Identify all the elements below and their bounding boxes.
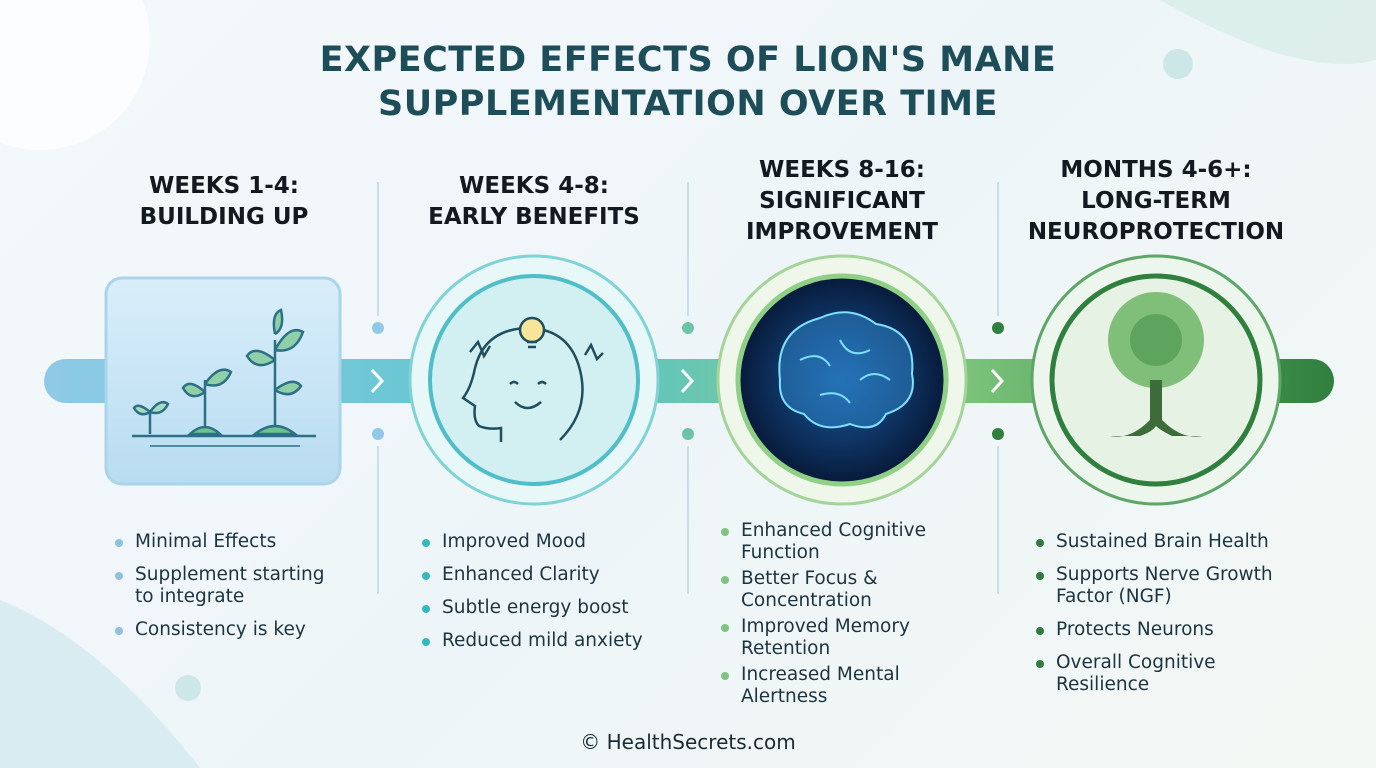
heading-line: MONTHS 4-6+: <box>1060 157 1252 183</box>
bullet: Increased Mental Alertness <box>721 664 946 708</box>
timeline-bar <box>44 359 1334 403</box>
decor <box>1163 49 1193 79</box>
tree-icon <box>1108 292 1204 437</box>
bullet: Reduced mild anxiety <box>422 630 672 652</box>
heading-line: IMPROVEMENT <box>746 219 938 245</box>
stage-heading: WEEKS 4-8: EARLY BENEFITS <box>384 171 684 233</box>
bullet: Overall Cognitive Resilience <box>1036 652 1296 696</box>
stage-heading: WEEKS 1-4: BUILDING UP <box>74 171 374 233</box>
decor <box>0 600 200 768</box>
bullet-list: Improved Mood Enhanced Clarity Subtle en… <box>422 531 672 663</box>
bullet-list: Sustained Brain Health Supports Nerve Gr… <box>1036 531 1296 707</box>
bullet-list: Enhanced Cognitive Function Better Focus… <box>721 520 946 712</box>
bullet: Enhanced Clarity <box>422 564 672 586</box>
decor <box>0 0 150 150</box>
bullet: Supports Nerve Growth Factor (NGF) <box>1036 564 1296 608</box>
bullet: Consistency is key <box>115 619 345 641</box>
bullet: Improved Mood <box>422 531 672 553</box>
chevrons <box>370 368 1005 394</box>
decor <box>1160 0 1376 64</box>
separators <box>377 182 999 594</box>
heading-line: WEEKS 8-16: <box>759 157 925 183</box>
heading-line: EARLY BENEFITS <box>428 204 640 230</box>
bullet: Protects Neurons <box>1036 619 1296 641</box>
title-line: EXPECTED EFFECTS OF LION'S MANE <box>319 40 1057 80</box>
bullet-list: Minimal Effects Supplement starting to i… <box>115 531 345 652</box>
decor <box>175 675 201 701</box>
separator-dots <box>372 322 1004 440</box>
heading-line: WEEKS 1-4: <box>149 173 299 199</box>
heading-line: BUILDING UP <box>139 204 309 230</box>
bullet: Supplement starting to integrate <box>115 564 345 608</box>
title: EXPECTED EFFECTS OF LION'S MANE SUPPLEME… <box>0 38 1376 126</box>
bullet: Sustained Brain Health <box>1036 531 1296 553</box>
brain-icon <box>778 311 914 429</box>
stage-heading: MONTHS 4-6+: LONG-TERM NEUROPROTECTION <box>1006 155 1306 248</box>
stage-icon-circle <box>428 274 640 486</box>
bullet: Subtle energy boost <box>422 597 672 619</box>
heading-line: SIGNIFICANT <box>759 188 925 214</box>
bullet: Better Focus & Concentration <box>721 568 946 612</box>
title-line: SUPPLEMENTATION OVER TIME <box>378 84 998 124</box>
heading-line: NEUROPROTECTION <box>1027 219 1285 245</box>
plants-icon <box>132 308 316 447</box>
head-icon <box>461 316 604 442</box>
footer: © HealthSecrets.com <box>580 730 796 754</box>
bullet: Enhanced Cognitive Function <box>721 520 946 564</box>
heading-line: LONG-TERM <box>1081 188 1231 214</box>
stage-heading: WEEKS 8-16: SIGNIFICANT IMPROVEMENT <box>692 155 992 248</box>
heading-line: WEEKS 4-8: <box>459 173 609 199</box>
bullet: Improved Memory Retention <box>721 616 946 660</box>
bullet: Minimal Effects <box>115 531 345 553</box>
